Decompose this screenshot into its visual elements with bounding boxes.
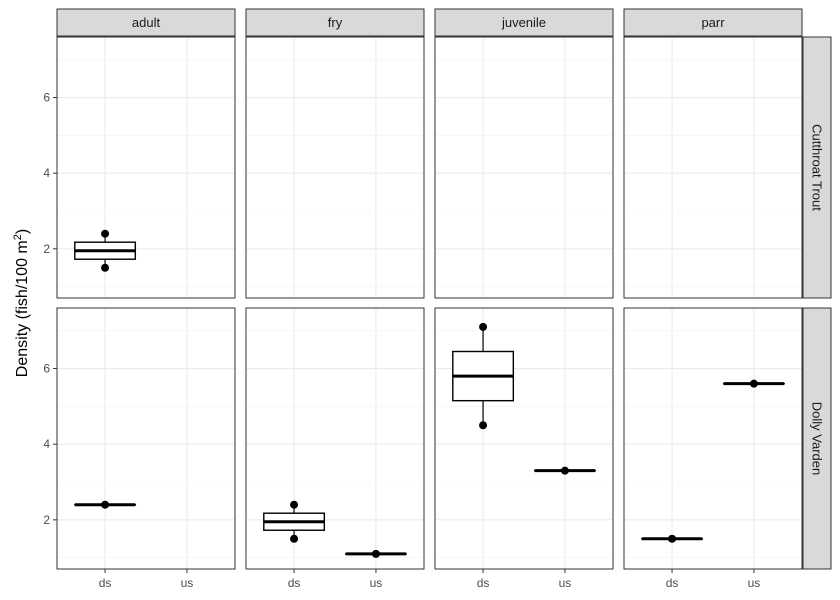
data-point [290,500,299,509]
boxplot-juvenile-ds [452,322,515,430]
boxplot-adult-ds [74,229,137,272]
panel-1-3 [623,307,803,570]
panel-border [434,307,614,570]
x-tick-label-us: us [748,576,761,590]
boxplot-adult-ds [74,500,137,509]
data-point [371,549,380,558]
y-tick-label: 4 [43,166,50,180]
data-point [560,466,569,475]
data-point [101,263,110,272]
data-point [101,500,110,509]
panel-background [246,37,424,298]
data-point [101,229,110,238]
strip-bg-parr [623,8,803,37]
panel-0-3 [623,36,803,299]
panel-border [623,307,803,570]
x-tick-label-ds: ds [666,576,679,590]
y-tick-label: 6 [43,91,50,105]
panel-0-1 [245,36,425,299]
y-tick-label: 6 [43,362,50,376]
data-point [668,534,677,543]
x-tick-label-us: us [181,576,194,590]
row-strip-label-0: Cutthroat Trout [810,124,825,211]
panel-1-0 [56,307,236,570]
data-point [479,322,488,331]
row-strip-bg-0 [802,36,832,299]
panel-border [245,36,425,299]
row-strip-label-1: Dolly Varden [810,402,825,475]
data-point [479,421,488,430]
panel-background [624,308,802,569]
boxplot-fry-us [344,549,407,558]
x-tick-label-ds: ds [288,576,301,590]
strip-label-parr: parr [701,15,725,30]
panel-border [623,36,803,299]
y-axis-title-superscript: 2 [12,234,24,240]
boxplot-juvenile-us [533,466,596,475]
facet-strips: adult fry juvenile parr Cutthroat Trout Dolly… [56,8,832,570]
panel-border [56,307,236,570]
row-strip-bg-1 [802,307,832,570]
panel-1-2 [434,307,614,570]
strip-bg-adult [56,8,236,37]
y-axes: 2 4 6 2 4 6 [43,91,57,527]
panel-border [56,36,236,299]
boxplot-parr-us [722,379,785,388]
y-axis-title-main: Density (fish/100 m [14,240,31,377]
x-axes: ds us ds us ds us ds us [99,569,761,590]
x-tick-label-ds: ds [477,576,490,590]
strip-bg-fry [245,8,425,37]
panel-border [245,307,425,570]
y-axis-title-close: ) [14,229,31,234]
strip-label-adult: adult [132,15,161,30]
panel-background [57,308,235,569]
panel-background [435,308,613,569]
y-tick-label: 2 [43,513,50,527]
panel-background [624,37,802,298]
panel-background [435,37,613,298]
strip-label-juvenile: juvenile [501,15,546,30]
boxplot-fry-ds [263,500,326,543]
panel-border [434,36,614,299]
boxplot-parr-ds [641,534,704,543]
x-tick-label-us: us [559,576,572,590]
strip-label-fry: fry [328,15,343,30]
x-tick-label-us: us [370,576,383,590]
y-tick-label: 2 [43,242,50,256]
data-point [749,379,758,388]
y-tick-label: 4 [43,437,50,451]
data-point [290,534,299,543]
panel-0-2 [434,36,614,299]
facet-panels [56,36,803,570]
y-axis-title: Density (fish/100 m2) [12,229,31,377]
x-tick-label-ds: ds [99,576,112,590]
strip-bg-juvenile [434,8,614,37]
